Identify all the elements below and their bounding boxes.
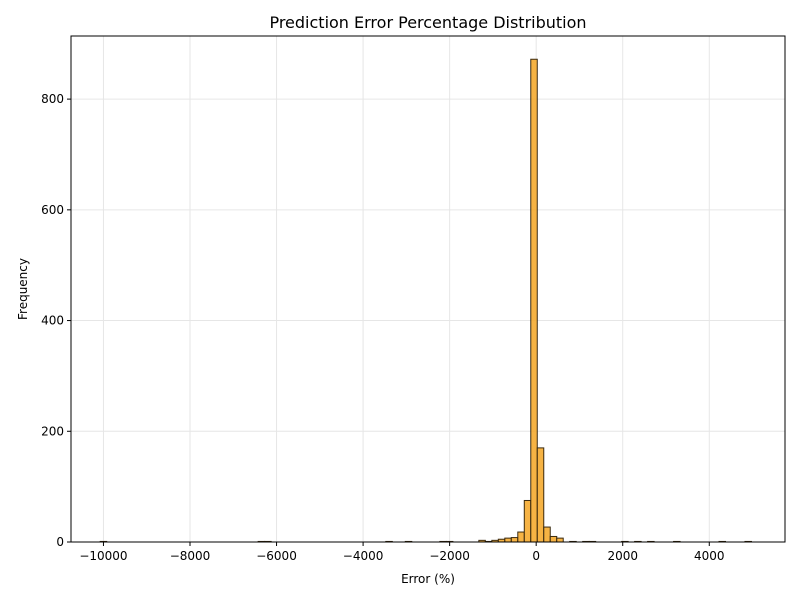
y-tick-label: 800 (41, 92, 64, 106)
y-tick-label: 400 (41, 314, 64, 328)
chart-title: Prediction Error Percentage Distribution (269, 13, 586, 32)
histogram-bar (536, 447, 545, 543)
x-tick-label: −6000 (256, 549, 297, 563)
histogram-bar (504, 537, 512, 543)
histogram-bar (510, 537, 519, 543)
x-tick-label: 4000 (694, 549, 725, 563)
x-tick-label: −10000 (79, 549, 127, 563)
x-axis-ticks: −10000 −8000 −6000 −4000 −2000 0 2000 4000 (79, 542, 725, 563)
x-tick-label: 0 (532, 549, 540, 563)
x-axis-label: Error (%) (401, 572, 455, 586)
histogram-bar (530, 58, 538, 543)
x-tick-label: −4000 (343, 549, 384, 563)
y-axis-label: Frequency (16, 258, 30, 320)
plot-frame (70, 35, 786, 543)
grid-lines (71, 36, 785, 543)
histogram-bar (517, 531, 525, 543)
histogram-bar (523, 499, 532, 543)
histogram-bar (549, 535, 558, 543)
histogram-bar (556, 537, 564, 543)
x-tick-label: −8000 (170, 549, 211, 563)
x-tick-label: −2000 (429, 549, 470, 563)
y-tick-label: 200 (41, 424, 64, 438)
y-tick-label: 600 (41, 203, 64, 217)
histogram-bars (99, 58, 752, 543)
histogram-bar (543, 526, 551, 543)
x-tick-label: 2000 (607, 549, 638, 563)
y-tick-label: 0 (56, 535, 64, 549)
y-axis-ticks: 0 200 400 600 800 (41, 92, 71, 549)
